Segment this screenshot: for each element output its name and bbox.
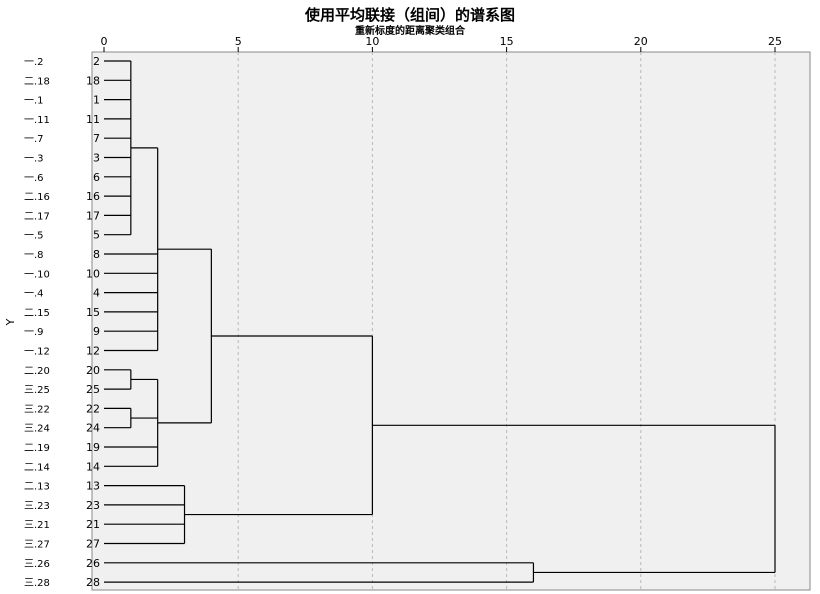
leaf-id-label: 5 [93, 229, 100, 242]
chart-title: 使用平均联接（组间）的谱系图 [304, 6, 515, 24]
leaf-case-label: 一.2 [24, 57, 44, 68]
leaf-id-label: 8 [93, 248, 100, 261]
leaf-case-label: 三.27 [24, 540, 50, 551]
leaf-case-label: 一.5 [24, 231, 44, 242]
leaf-id-label: 21 [86, 518, 100, 531]
leaf-id-label: 18 [86, 74, 100, 87]
leaf-id-label: 27 [86, 538, 100, 551]
leaf-case-label: 一.10 [24, 269, 50, 280]
leaf-id-label: 26 [86, 557, 100, 570]
leaf-case-label: 一.9 [24, 327, 44, 338]
leaf-case-label: 二.20 [24, 366, 50, 377]
leaf-id-label: 23 [86, 499, 100, 512]
x-tick-label: 0 [101, 35, 108, 48]
leaf-case-label: 二.16 [24, 192, 50, 203]
leaf-case-label: 三.22 [24, 404, 50, 415]
x-tick-label: 25 [768, 35, 782, 48]
leaf-case-label: 一.11 [24, 115, 50, 126]
leaf-id-label: 2 [93, 55, 100, 68]
leaf-case-label: 二.13 [24, 482, 50, 493]
x-tick-label: 5 [235, 35, 242, 48]
leaf-case-label: 二.19 [24, 443, 50, 454]
plot-area [91, 51, 811, 591]
x-axis-ticks: 0 5 10 15 20 25 [101, 35, 782, 52]
chart-subtitle: 重新标度的距离聚类组合 [355, 26, 465, 37]
x-tick-label: 15 [500, 35, 514, 48]
leaf-case-label: 一.6 [24, 173, 44, 184]
x-tick-label: 10 [365, 35, 379, 48]
leaf-id-label: 17 [86, 209, 100, 222]
leaf-case-label: 三.21 [24, 520, 50, 531]
leaf-id-label: 12 [86, 345, 100, 358]
leaf-case-label: 一.12 [24, 347, 50, 358]
leaf-id-label: 1 [93, 94, 100, 107]
leaf-id-label: 3 [93, 152, 100, 165]
leaf-id-label: 22 [86, 402, 100, 415]
leaf-id-label: 11 [86, 113, 100, 126]
leaf-case-label: 三.24 [24, 424, 50, 435]
leaf-case-label: 二.15 [24, 308, 50, 319]
leaf-id-label: 20 [86, 364, 100, 377]
leaf-case-label: 二.14 [24, 462, 50, 473]
y-axis-label: Y [4, 318, 17, 326]
leaf-id-label: 14 [86, 460, 100, 473]
leaf-id-label: 25 [86, 383, 100, 396]
leaf-id-label: 13 [86, 480, 100, 493]
leaf-case-label: 三.25 [24, 385, 50, 396]
leaf-case-label: 一.8 [24, 250, 44, 261]
leaf-id-label: 15 [86, 306, 100, 319]
leaf-id-label: 28 [86, 576, 100, 589]
leaf-id-label: 19 [86, 441, 100, 454]
leaf-labels: 一.2 2二.18 18一.1 1一.11 11一.7 7一.3 3一.6 6二.16 16二.… [24, 55, 100, 589]
leaf-case-label: 二.17 [24, 211, 50, 222]
leaf-id-label: 6 [93, 171, 100, 184]
leaf-case-label: 三.28 [24, 578, 50, 589]
dendrogram-branches [104, 60, 776, 583]
leaf-id-label: 9 [93, 325, 100, 338]
leaf-id-label: 16 [86, 190, 100, 203]
leaf-id-label: 4 [93, 287, 100, 300]
leaf-id-label: 7 [93, 132, 100, 145]
leaf-id-label: 10 [86, 267, 100, 280]
x-tick-label: 20 [634, 35, 648, 48]
leaf-case-label: 三.23 [24, 501, 50, 512]
leaf-case-label: 一.1 [24, 96, 44, 107]
leaf-case-label: 一.4 [24, 289, 44, 300]
leaf-case-label: 二.18 [24, 76, 50, 87]
leaf-case-label: 一.3 [24, 154, 44, 165]
leaf-case-label: 三.26 [24, 559, 50, 570]
leaf-case-label: 一.7 [24, 134, 44, 145]
leaf-id-label: 24 [86, 422, 100, 435]
